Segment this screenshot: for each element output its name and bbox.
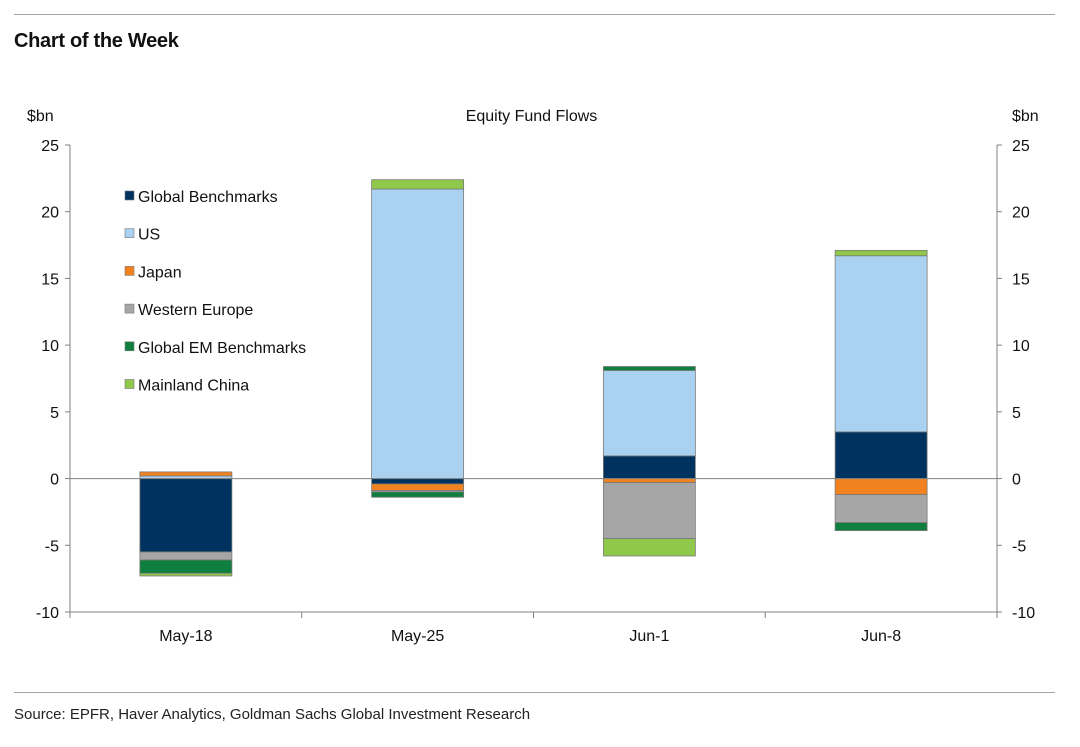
legend-label-mainland-china: Mainland China <box>138 378 249 395</box>
y-tick-label-left: 5 <box>50 405 59 422</box>
legend-swatch-western-europe <box>124 303 135 314</box>
y-tick-label-left: 15 <box>41 271 59 288</box>
legend-swatch-mainland-china <box>124 379 135 389</box>
legend-swatch-global-em-benchmarks <box>124 341 135 352</box>
equity-fund-flows-chart: Equity Fund Flows $bn $bn 25 25 20 20 15 15 10 10 5… <box>27 108 1039 645</box>
legend-label-us: US <box>138 227 160 244</box>
bar-segment-japan-may-18 <box>139 471 233 477</box>
source-note: Source: EPFR, Haver Analytics, Goldman S… <box>14 706 531 723</box>
bar-segment-global-em-benchmarks-may-18 <box>139 559 233 574</box>
x-tick-label-may-25: May-25 <box>391 628 444 645</box>
y-tick-label-left: 20 <box>41 205 59 222</box>
bar-segment-global-benchmarks-may-25 <box>371 478 465 485</box>
bar-segment-mainland-china-jun-8 <box>834 250 928 257</box>
y-tick-label-left: 10 <box>41 338 59 355</box>
page-title: Chart of the Week <box>14 30 179 52</box>
bar-segment-global-em-benchmarks-jun-8 <box>834 522 928 532</box>
bar-segment-global-benchmarks-jun-8 <box>834 431 928 479</box>
bar-segment-japan-jun-1 <box>602 478 696 483</box>
y-tick-label-right: -10 <box>1012 605 1035 622</box>
bar-segment-us-jun-1 <box>602 370 696 457</box>
y-tick-label-left: -5 <box>45 538 59 555</box>
bottom-rule <box>14 692 1055 693</box>
bar-segment-global-em-benchmarks-jun-1 <box>602 366 696 371</box>
y-tick-label-left: 25 <box>41 138 59 155</box>
y-tick-label-left: 0 <box>50 472 59 489</box>
bar-segment-us-jun-8 <box>834 255 928 433</box>
legend-swatch-japan <box>124 266 135 276</box>
bar-segment-global-benchmarks-jun-1 <box>602 455 696 479</box>
y-tick-label-right: 15 <box>1012 271 1030 288</box>
bar-segment-western-europe-jun-1 <box>602 482 696 540</box>
bar-segment-global-benchmarks-may-18 <box>139 478 233 553</box>
bar-segment-us-may-25 <box>371 188 465 479</box>
bar-segment-mainland-china-may-18 <box>139 572 233 577</box>
bar-segment-japan-may-25 <box>371 483 465 491</box>
bar-segment-mainland-china-may-25 <box>371 179 465 190</box>
y-tick-label-right: 10 <box>1012 338 1030 355</box>
legend-swatch-us <box>124 228 135 238</box>
x-tick-label-jun-8: Jun-8 <box>861 628 901 645</box>
legend-label-western-europe: Western Europe <box>138 302 253 319</box>
legend-label-global-benchmarks: Global Benchmarks <box>138 189 278 206</box>
top-rule <box>14 14 1055 15</box>
legend-label-japan: Japan <box>138 264 182 281</box>
y-axis-label-right: $bn <box>1012 108 1039 125</box>
legend-swatch-global-benchmarks <box>124 190 135 201</box>
bar-segment-western-europe-may-18 <box>139 551 233 561</box>
y-tick-label-right: 25 <box>1012 138 1030 155</box>
y-tick-label-right: -5 <box>1012 538 1026 555</box>
bar-segment-western-europe-jun-8 <box>834 494 928 524</box>
y-axis-label-left: $bn <box>27 108 54 125</box>
bar-segment-global-em-benchmarks-may-25 <box>371 491 465 498</box>
y-tick-label-right: 5 <box>1012 405 1021 422</box>
chart-title: Equity Fund Flows <box>466 108 598 125</box>
y-tick-label-left: -10 <box>36 605 59 622</box>
bar-segment-japan-jun-8 <box>834 478 928 495</box>
legend-label-global-em-benchmarks: Global EM Benchmarks <box>138 340 306 357</box>
y-tick-label-right: 0 <box>1012 472 1021 489</box>
x-tick-label-jun-1: Jun-1 <box>629 628 669 645</box>
y-tick-label-right: 20 <box>1012 205 1030 222</box>
x-tick-label-may-18: May-18 <box>159 628 212 645</box>
bar-segment-mainland-china-jun-1 <box>602 538 696 557</box>
